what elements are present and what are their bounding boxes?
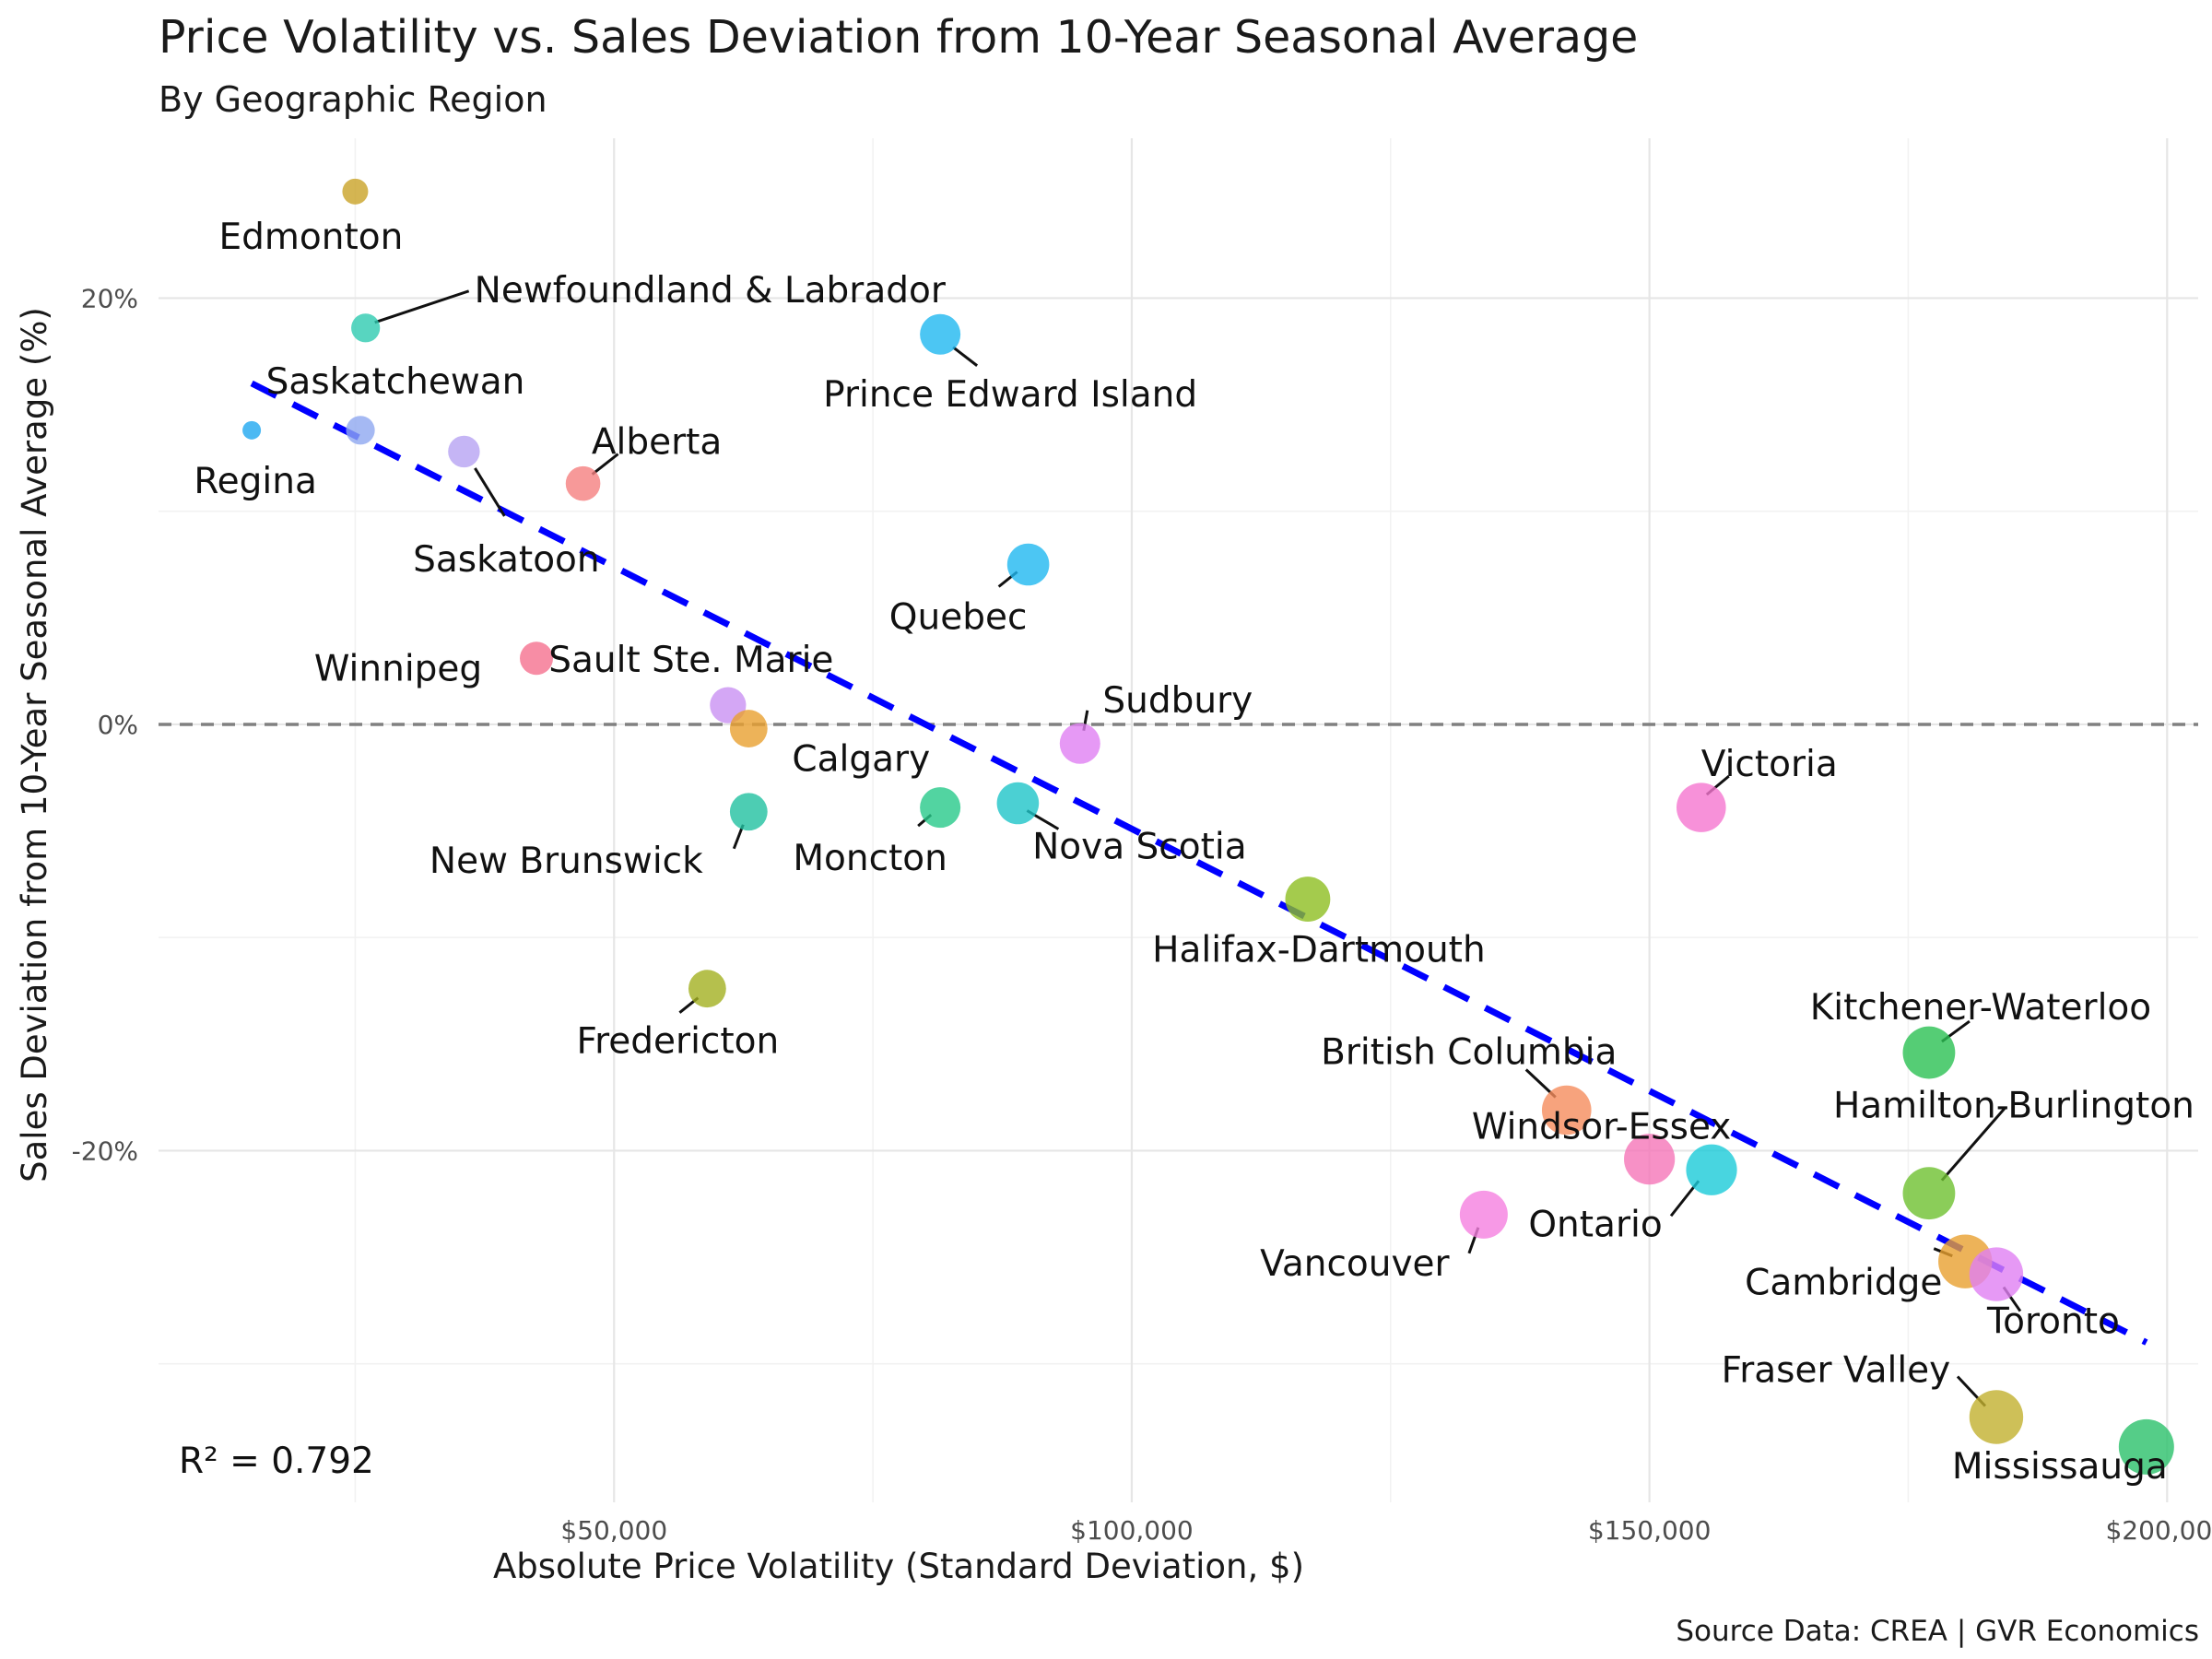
label-sudbury: Sudbury bbox=[1102, 680, 1253, 722]
leader-line-hamilton-burlington bbox=[1940, 1107, 2006, 1182]
y-tick-label: 0% bbox=[98, 710, 138, 740]
label-quebec: Quebec bbox=[889, 597, 1028, 639]
label-fraser-valley: Fraser Valley bbox=[1722, 1350, 1951, 1392]
label-vancouver: Vancouver bbox=[1260, 1243, 1450, 1285]
y-tick-label: 20% bbox=[81, 283, 138, 313]
label-mississauga: Mississauga bbox=[1952, 1446, 2168, 1488]
point-hamilton-burlington bbox=[1902, 1167, 1956, 1220]
label-windsor-essex: Windsor-Essex bbox=[1472, 1107, 1731, 1148]
label-new-brunswick: New Brunswick bbox=[429, 841, 703, 882]
x-axis-title: Absolute Price Volatility (Standard Devi… bbox=[493, 1547, 1304, 1586]
label-halifax-dartmouth: Halifax-Dartmouth bbox=[1152, 930, 1486, 971]
point-fraser-valley bbox=[1969, 1390, 2024, 1444]
y-tick-label: -20% bbox=[72, 1135, 138, 1166]
chart-subtitle: By Geographic Region bbox=[159, 79, 547, 120]
leader-line-alberta bbox=[591, 453, 619, 476]
point-moncton bbox=[920, 787, 961, 829]
x-tick-label: $50,000 bbox=[560, 1515, 667, 1546]
label-hamilton-burlington: Hamilton-Burlington bbox=[1833, 1086, 2194, 1127]
data-points bbox=[242, 178, 2174, 1475]
point-ontario bbox=[1686, 1144, 1737, 1195]
label-prince-edward-island: Prince Edward Island bbox=[823, 374, 1197, 416]
point-fredericton bbox=[688, 970, 726, 1008]
label-regina: Regina bbox=[194, 461, 317, 502]
label-kitchener-waterloo: Kitchener-Waterloo bbox=[1810, 987, 2151, 1029]
point-vancouver bbox=[1459, 1190, 1508, 1239]
point-winnipeg bbox=[520, 641, 554, 676]
chart-title: Price Volatility vs. Sales Deviation fro… bbox=[159, 11, 1639, 64]
point-victoria bbox=[1676, 782, 1726, 832]
label-toronto: Toronto bbox=[1986, 1301, 2120, 1343]
point-british-columbia bbox=[1541, 1085, 1592, 1135]
label-edmonton: Edmonton bbox=[219, 217, 404, 258]
point-kitchener-waterloo bbox=[1902, 1026, 1956, 1079]
x-tick-label: $200,000 bbox=[2105, 1515, 2212, 1546]
point-saskatchewan bbox=[346, 416, 375, 445]
label-british-columbia: British Columbia bbox=[1321, 1032, 1617, 1074]
leader-line-saskatoon bbox=[474, 467, 506, 517]
point-alberta bbox=[565, 465, 601, 501]
label-victoria: Victoria bbox=[1701, 744, 1838, 785]
point-quebec bbox=[1006, 543, 1050, 586]
point-prince-edward-island bbox=[920, 313, 961, 355]
label-newfoundland-and-labrador: Newfoundland & Labrador bbox=[475, 270, 947, 312]
point-labels: Edmonton Newfoundland & Labrador Saskatche… bbox=[194, 217, 2194, 1488]
label-nova-scotia: Nova Scotia bbox=[1032, 827, 1247, 868]
label-calgary: Calgary bbox=[792, 739, 930, 781]
label-alberta: Alberta bbox=[592, 422, 723, 464]
point-regina bbox=[242, 420, 262, 440]
point-new-brunswick bbox=[729, 793, 768, 831]
r-squared-annotation: R² = 0.792 bbox=[179, 1441, 374, 1482]
point-newfoundland-and-labrador bbox=[351, 313, 381, 343]
trend-layer bbox=[250, 380, 2148, 1346]
label-moncton: Moncton bbox=[793, 838, 947, 879]
label-winnipeg: Winnipeg bbox=[314, 648, 482, 689]
source-caption: Source Data: CREA | GVR Economics bbox=[1676, 1615, 2199, 1648]
point-nova-scotia bbox=[996, 782, 1040, 825]
leader-line-newfoundland-and-labrador bbox=[374, 289, 470, 324]
label-ontario: Ontario bbox=[1528, 1204, 1662, 1245]
point-toronto bbox=[1969, 1247, 2024, 1301]
point-sudbury bbox=[1059, 723, 1100, 764]
point-halifax-dartmouth bbox=[1285, 877, 1331, 922]
x-tick-label: $100,000 bbox=[1070, 1515, 1194, 1546]
y-axis-title: Sales Deviation from 10-Year Seasonal Av… bbox=[15, 307, 54, 1182]
point-calgary bbox=[729, 710, 768, 747]
label-cambridge: Cambridge bbox=[1745, 1263, 1942, 1304]
point-mississauga bbox=[2118, 1418, 2174, 1475]
tick-labels: $50,000 $100,000 $150,000 $200,000 20% 0% -20% bbox=[72, 283, 2212, 1546]
label-sault-ste-marie: Sault Ste. Marie bbox=[548, 640, 833, 681]
leader-line-prince-edward-island bbox=[952, 346, 979, 367]
label-fredericton: Fredericton bbox=[577, 1021, 780, 1063]
point-saskatoon bbox=[448, 435, 480, 468]
trend-line bbox=[250, 380, 2148, 1346]
label-saskatchewan: Saskatchewan bbox=[266, 361, 525, 403]
point-windsor-essex bbox=[1624, 1134, 1676, 1185]
point-edmonton bbox=[342, 178, 369, 205]
x-tick-label: $150,000 bbox=[1588, 1515, 1712, 1546]
label-saskatoon: Saskatoon bbox=[413, 539, 600, 581]
